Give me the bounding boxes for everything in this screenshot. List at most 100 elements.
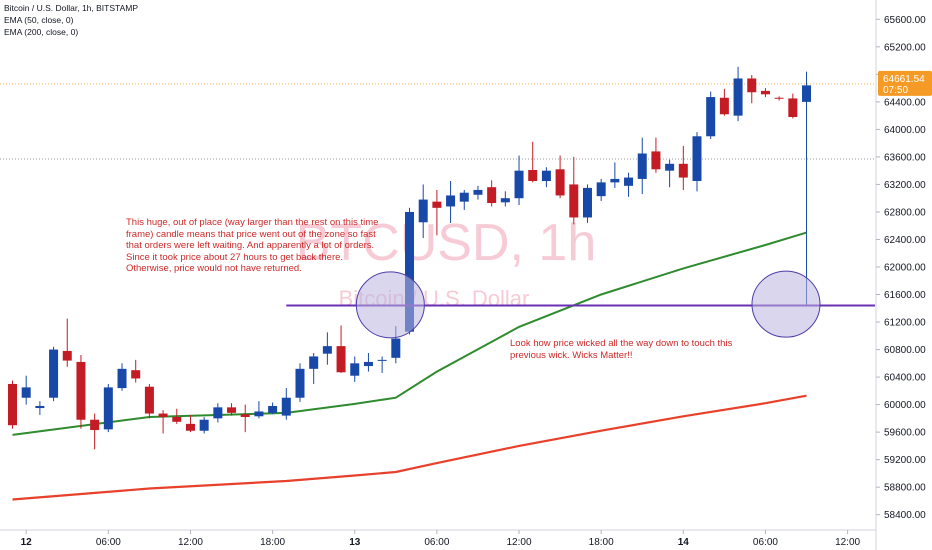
price-tick-label: 65600.00 xyxy=(884,15,926,26)
time-tick-label: 06:00 xyxy=(753,537,778,548)
price-tick-label: 58400.00 xyxy=(884,510,926,521)
candle-body xyxy=(377,359,387,361)
candle-body xyxy=(295,368,305,398)
candle-body xyxy=(706,97,716,137)
time-tick-label: 12:00 xyxy=(507,537,532,548)
candle-body xyxy=(802,85,812,102)
candle-body xyxy=(185,423,195,431)
candle-body xyxy=(596,182,606,197)
candle-body xyxy=(624,177,634,186)
candle-body xyxy=(131,370,141,379)
price-tick-label: 62400.00 xyxy=(884,235,926,246)
candle-body xyxy=(473,189,483,195)
candle-body xyxy=(322,346,332,354)
candle-body xyxy=(227,407,237,413)
candle-body xyxy=(213,407,223,419)
candle-body xyxy=(637,153,647,179)
price-tick-label: 60000.00 xyxy=(884,400,926,411)
price-tick-label: 61600.00 xyxy=(884,290,926,301)
highlight-ellipse xyxy=(751,270,821,338)
candle-body xyxy=(309,356,319,369)
price-tick-label: 64400.00 xyxy=(884,97,926,108)
chart-legend: Bitcoin / U.S. Dollar, 1h, BITSTAMP EMA … xyxy=(4,2,138,38)
badge-countdown: 07:50 xyxy=(883,85,908,96)
candle-body xyxy=(144,386,154,414)
candle-body xyxy=(49,349,59,398)
highlight-ellipse xyxy=(355,271,425,339)
candle-body xyxy=(719,97,729,115)
candle-body xyxy=(528,169,538,181)
candle-body xyxy=(500,198,510,203)
candle-body xyxy=(651,151,661,170)
candle-body xyxy=(76,361,86,420)
candle-body xyxy=(747,78,757,93)
candle-body xyxy=(665,163,675,171)
candle-body xyxy=(432,201,442,208)
time-tick-label: 12 xyxy=(21,537,33,548)
price-tick-label: 59600.00 xyxy=(884,428,926,439)
time-tick-label: 12:00 xyxy=(178,537,203,548)
legend-ema200: EMA (200, close, 0) xyxy=(4,27,79,37)
price-tick-label: 60800.00 xyxy=(884,345,926,356)
candle-body xyxy=(555,169,565,196)
candle-body xyxy=(418,199,428,223)
time-tick-label: 06:00 xyxy=(96,537,121,548)
candle-body xyxy=(487,187,497,204)
candle-body xyxy=(117,368,127,389)
annotation-huge-candle: This huge, out of place (way larger than… xyxy=(126,217,379,275)
time-tick-label: 18:00 xyxy=(260,537,285,548)
ema200-line xyxy=(12,394,807,501)
price-tick-label: 63600.00 xyxy=(884,152,926,163)
badge-price: 64661.54 xyxy=(883,74,925,85)
candle-body xyxy=(391,338,401,358)
price-tick-label: 64000.00 xyxy=(884,125,926,136)
price-tick-label: 61200.00 xyxy=(884,318,926,329)
price-tick-label: 58800.00 xyxy=(884,483,926,494)
candle-body xyxy=(103,387,113,430)
time-tick-label: 18:00 xyxy=(589,537,614,548)
legend-symbol: Bitcoin / U.S. Dollar, 1h, BITSTAMP xyxy=(4,3,138,13)
candle-body xyxy=(610,178,620,183)
time-tick-label: 12:00 xyxy=(835,537,860,548)
candle-body xyxy=(350,363,360,376)
candle-body xyxy=(8,383,17,426)
candle-body xyxy=(405,211,415,332)
candle-body xyxy=(582,187,592,218)
price-tick-label: 63200.00 xyxy=(884,180,926,191)
candle-body xyxy=(254,411,264,417)
candle-body xyxy=(21,387,31,398)
badge-bg xyxy=(878,70,932,96)
candle-body xyxy=(172,416,182,422)
candle-body xyxy=(268,405,278,413)
candle-body xyxy=(240,414,250,417)
candle-body xyxy=(35,405,45,409)
legend-ema50: EMA (50, close, 0) xyxy=(4,15,74,25)
time-tick-label: 14 xyxy=(678,537,690,548)
candle-body xyxy=(158,413,168,417)
candle-body xyxy=(281,397,291,416)
candle-body xyxy=(733,78,743,116)
time-tick-label: 06:00 xyxy=(424,537,449,548)
time-tick-label: 13 xyxy=(349,537,361,548)
ema50-line xyxy=(12,231,807,436)
candle-body xyxy=(692,136,702,181)
price-tick-label: 62000.00 xyxy=(884,263,926,274)
price-tick-label: 59200.00 xyxy=(884,455,926,466)
candle-body xyxy=(363,361,373,367)
candle-body xyxy=(336,346,346,373)
candle-body xyxy=(446,195,456,207)
candle-body xyxy=(788,98,798,118)
price-tick-label: 65200.00 xyxy=(884,42,926,53)
candle-body xyxy=(62,350,72,361)
candle-body xyxy=(569,184,579,218)
price-tick-label: 62800.00 xyxy=(884,207,926,218)
price-tick-label: 60400.00 xyxy=(884,373,926,384)
candle-body xyxy=(678,163,688,178)
candle-body xyxy=(541,170,551,181)
candle-body xyxy=(774,97,784,99)
candle-body xyxy=(459,192,469,202)
candle-body xyxy=(199,419,209,431)
watermark-ticker: BTCUSD, 1h xyxy=(296,214,597,272)
